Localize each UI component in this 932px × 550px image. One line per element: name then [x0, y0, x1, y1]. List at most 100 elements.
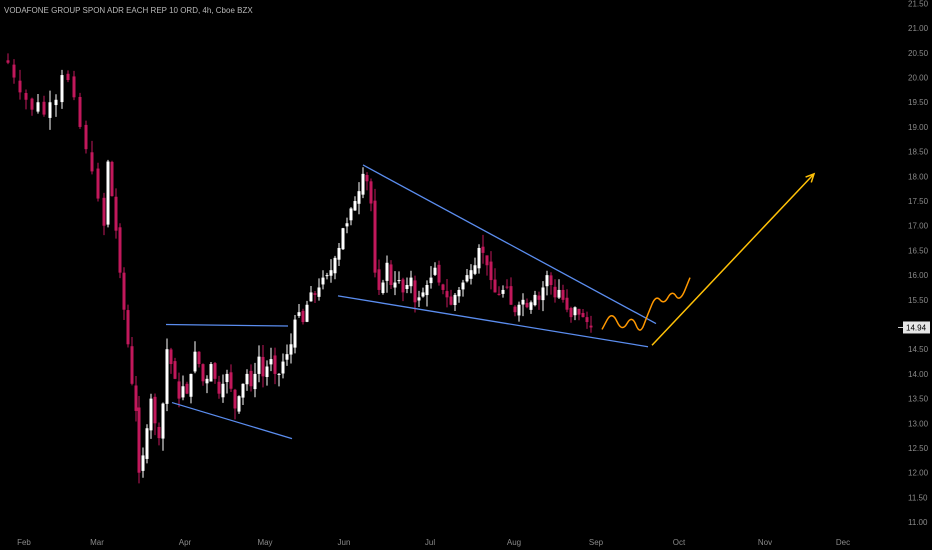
candle-body [489, 261, 493, 281]
candle-body [361, 173, 365, 195]
x-tick-label: Nov [758, 538, 772, 547]
x-tick-label: Jul [425, 538, 435, 547]
candle-body [373, 200, 377, 273]
candle-body [425, 285, 429, 296]
candle-body [317, 287, 321, 297]
y-tick-label: 12.50 [908, 444, 929, 453]
candle-body [118, 227, 122, 273]
candle-body [297, 312, 301, 316]
candle-body [321, 277, 325, 285]
candle-body [549, 275, 553, 286]
x-tick-label: Apr [179, 538, 192, 547]
candle-body [30, 98, 34, 110]
projection-wave [601, 277, 691, 331]
y-tick-label: 19.00 [908, 123, 929, 132]
candle-body [581, 312, 585, 318]
candle-body [96, 168, 100, 199]
candle-body [225, 373, 229, 383]
candle-body [253, 373, 257, 390]
y-tick-label: 15.50 [908, 296, 929, 305]
candle-body [521, 299, 525, 305]
candle-body [545, 275, 549, 287]
candle-body [509, 286, 513, 305]
candle-body [377, 269, 381, 290]
chart-title: VODAFONE GROUP SPON ADR EACH REP 10 ORD,… [4, 6, 253, 15]
last-price-marker: 14.94 [898, 321, 930, 334]
candle-body [285, 354, 289, 360]
candle-body [293, 319, 297, 348]
y-tick-label: 18.50 [908, 148, 929, 157]
candle-body [277, 373, 281, 375]
candle-body [66, 73, 70, 81]
candle-body [481, 246, 485, 253]
candle-body [329, 270, 333, 276]
candle-body [561, 289, 565, 300]
candle-body [177, 381, 181, 399]
candle-body [421, 292, 425, 297]
last-price-badge [903, 321, 930, 334]
candle-body [209, 364, 213, 382]
x-tick-label: Oct [673, 538, 686, 547]
candle-body [469, 270, 473, 279]
candle-body [309, 292, 313, 302]
x-tick-label: Aug [507, 538, 521, 547]
candle-body [165, 349, 169, 404]
time-axis[interactable]: Feb Mar Apr May Jun Jul Aug Sep Oct Nov Dec [17, 538, 850, 547]
candle-body [341, 228, 345, 250]
x-tick-label: May [257, 538, 272, 547]
wedge-upper-line [362, 164, 657, 325]
candle-body [429, 277, 433, 284]
candle-body [18, 80, 22, 93]
candle-body [569, 308, 573, 318]
x-tick-label: Sep [589, 538, 604, 547]
candle-body [241, 383, 245, 398]
candle-body [493, 279, 497, 293]
candle-body [205, 378, 209, 384]
candle-body [24, 93, 28, 100]
wedge-lower-line [337, 295, 649, 348]
candle-body [413, 280, 417, 303]
projection-arrow [651, 173, 815, 346]
candle-body [381, 282, 385, 294]
candle-body [106, 161, 110, 225]
y-tick-label: 12.00 [908, 469, 929, 478]
x-tick-label: Mar [90, 538, 104, 547]
candle-body [385, 262, 389, 281]
candle-body [457, 289, 461, 297]
candle-body [393, 282, 397, 288]
candle-body [401, 279, 405, 293]
candle-body [42, 101, 46, 115]
upper-flag-line [165, 323, 289, 327]
candle-body [405, 285, 409, 289]
candle-body [441, 284, 445, 290]
candle-body [313, 293, 317, 295]
candle-body [565, 297, 569, 310]
y-tick-label: 20.00 [908, 74, 929, 83]
price-axis[interactable]: 21.50 21.00 20.50 20.00 19.50 19.00 18.50 18.00… [908, 0, 929, 527]
annotations-layer [165, 164, 816, 440]
candle-body [78, 96, 82, 127]
candle-body [110, 161, 114, 197]
candle-body [289, 344, 293, 355]
lower-flag-line [171, 401, 293, 440]
candle-body [345, 223, 349, 227]
y-tick-label: 19.50 [908, 98, 929, 107]
candle-body [445, 291, 449, 298]
candle-body [12, 64, 16, 78]
y-tick-label: 14.00 [908, 370, 929, 379]
candle-body [72, 76, 76, 98]
candle-body [589, 325, 593, 328]
x-tick-label: Dec [836, 538, 850, 547]
y-tick-label: 13.00 [908, 419, 929, 428]
candle-body [333, 257, 337, 274]
candle-body [193, 351, 197, 372]
y-tick-label: 21.00 [908, 24, 929, 33]
candle-body [169, 349, 173, 365]
last-price-label: 14.94 [906, 323, 927, 332]
candle-body [201, 364, 205, 382]
y-tick-label: 18.00 [908, 172, 929, 181]
y-tick-label: 17.00 [908, 222, 929, 231]
candle-body [513, 306, 517, 313]
